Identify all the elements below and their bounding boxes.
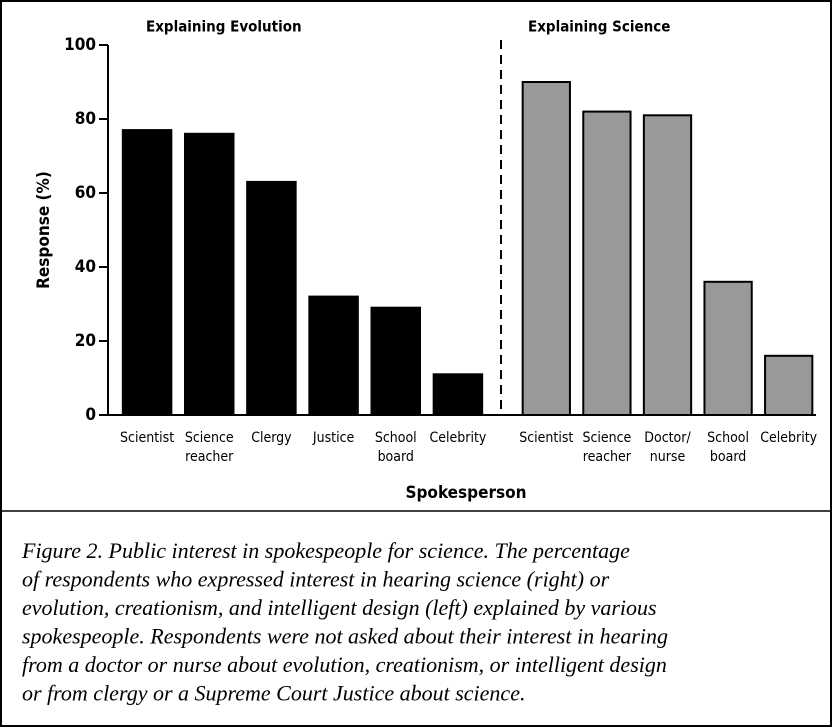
x-tick-label: Science reacher	[582, 430, 631, 465]
bar	[582, 110, 632, 416]
bar	[703, 280, 753, 416]
y-tick-label: 60	[75, 183, 96, 203]
x-tick-label: Clergy	[251, 430, 292, 446]
caption-line: or from clergy or a Supreme Court Justic…	[22, 681, 525, 706]
panel-title: Explaining Evolution	[146, 18, 302, 36]
bar	[764, 354, 814, 416]
x-tick-label: School board	[707, 430, 749, 465]
x-tick-label: Scientist	[519, 430, 573, 446]
y-tick-label: 100	[64, 35, 96, 55]
y-axis-label: Response (%)	[34, 171, 54, 289]
bar	[521, 81, 571, 416]
x-tick-label: Science reacher	[185, 430, 234, 465]
x-tick-label: Celebrity	[429, 430, 486, 446]
x-tick-label: Doctor/nurse	[644, 430, 691, 465]
y-tick-label: 80	[75, 109, 96, 129]
x-axis-label: Spokesperson	[405, 483, 526, 503]
x-tick-label: School board	[375, 430, 417, 465]
caption-line: from a doctor or nurse about evolution, …	[22, 652, 667, 677]
caption-line: spokespeople. Respondents were not asked…	[22, 624, 668, 649]
bar	[432, 373, 484, 416]
x-tick-label: Celebrity	[760, 430, 817, 446]
x-tick-label: Scientist	[120, 430, 174, 446]
y-tick-label: 20	[75, 331, 96, 351]
bar	[370, 306, 421, 417]
bar	[121, 129, 173, 416]
bar	[246, 180, 297, 416]
y-tick-label: 40	[75, 257, 96, 277]
bar	[642, 114, 693, 417]
caption-line: of respondents who expressed interest in…	[22, 567, 610, 592]
caption-line: evolution, creationism, and intelligent …	[22, 595, 657, 620]
y-tick-label: 0	[85, 405, 96, 425]
caption-line: Figure 2. Public interest in spokespeopl…	[21, 538, 630, 563]
bar	[308, 295, 359, 417]
x-tick-label: Justice	[312, 430, 355, 446]
bar	[184, 132, 235, 417]
panel-title: Explaining Science	[528, 18, 670, 36]
